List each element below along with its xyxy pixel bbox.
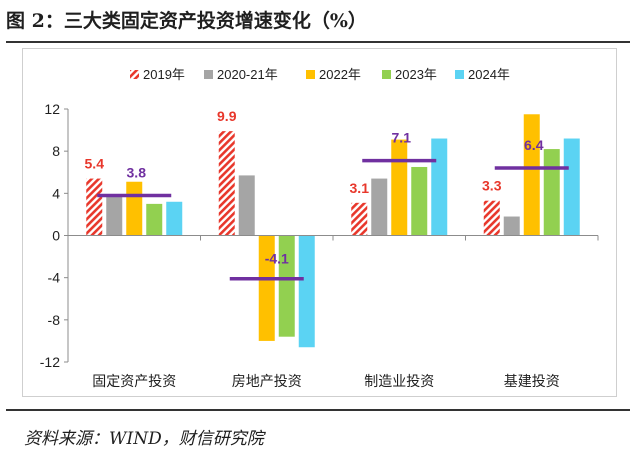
y-tick-label: 8 — [52, 143, 60, 159]
chart-frame — [22, 48, 617, 397]
y-tick-label: -12 — [40, 354, 60, 370]
bar — [523, 114, 540, 236]
bar — [278, 235, 295, 337]
bar — [166, 201, 183, 236]
source-note: 资料来源：WIND，财信研究院 — [24, 429, 264, 449]
x-category-label: 房地产投资 — [232, 373, 302, 389]
bar — [238, 175, 255, 236]
data-label: 3.3 — [482, 178, 502, 194]
legend-swatch — [455, 70, 464, 79]
y-tick-label: 0 — [52, 228, 60, 244]
bar — [483, 200, 500, 236]
source-divider — [6, 409, 630, 411]
data-label: -4.1 — [265, 251, 289, 267]
x-category-label: 制造业投资 — [364, 373, 434, 389]
legend-label: 2023年 — [395, 67, 437, 82]
x-category-label: 基建投资 — [504, 373, 560, 389]
y-tick-label: 4 — [52, 185, 60, 201]
bar — [106, 194, 123, 236]
bar — [431, 138, 448, 236]
bar — [563, 138, 580, 236]
y-tick-label: -4 — [48, 270, 61, 286]
bar — [411, 166, 428, 236]
title-divider — [6, 41, 630, 43]
legend-swatch — [204, 70, 213, 79]
legend-label: 2024年 — [468, 67, 510, 82]
legend-swatch — [130, 70, 139, 79]
data-label: 5.4 — [85, 156, 105, 172]
x-category-label: 固定资产投资 — [92, 373, 176, 389]
bar — [503, 216, 520, 236]
bar — [258, 235, 275, 341]
bar — [86, 178, 103, 236]
bar — [126, 181, 143, 236]
legend-label: 2020-21年 — [217, 67, 278, 82]
y-tick-label: -8 — [48, 312, 61, 328]
data-label: 9.9 — [217, 108, 237, 124]
bar — [371, 178, 388, 236]
data-label: 3.8 — [127, 164, 147, 180]
bar — [146, 203, 163, 236]
y-tick-label: 12 — [44, 101, 60, 117]
bar — [298, 235, 315, 348]
data-label: 6.4 — [524, 137, 544, 153]
legend-label: 2022年 — [319, 67, 361, 82]
bar — [218, 131, 235, 236]
bar — [543, 149, 560, 236]
legend-label: 2019年 — [143, 67, 185, 82]
data-label: 3.1 — [350, 180, 370, 196]
legend-swatch — [382, 70, 391, 79]
bar — [351, 202, 368, 236]
bar — [391, 139, 408, 236]
chart-title: 图 2：三大类固定资产投资增速变化（%） — [6, 10, 367, 32]
legend-swatch — [306, 70, 315, 79]
data-label: 7.1 — [392, 130, 412, 146]
